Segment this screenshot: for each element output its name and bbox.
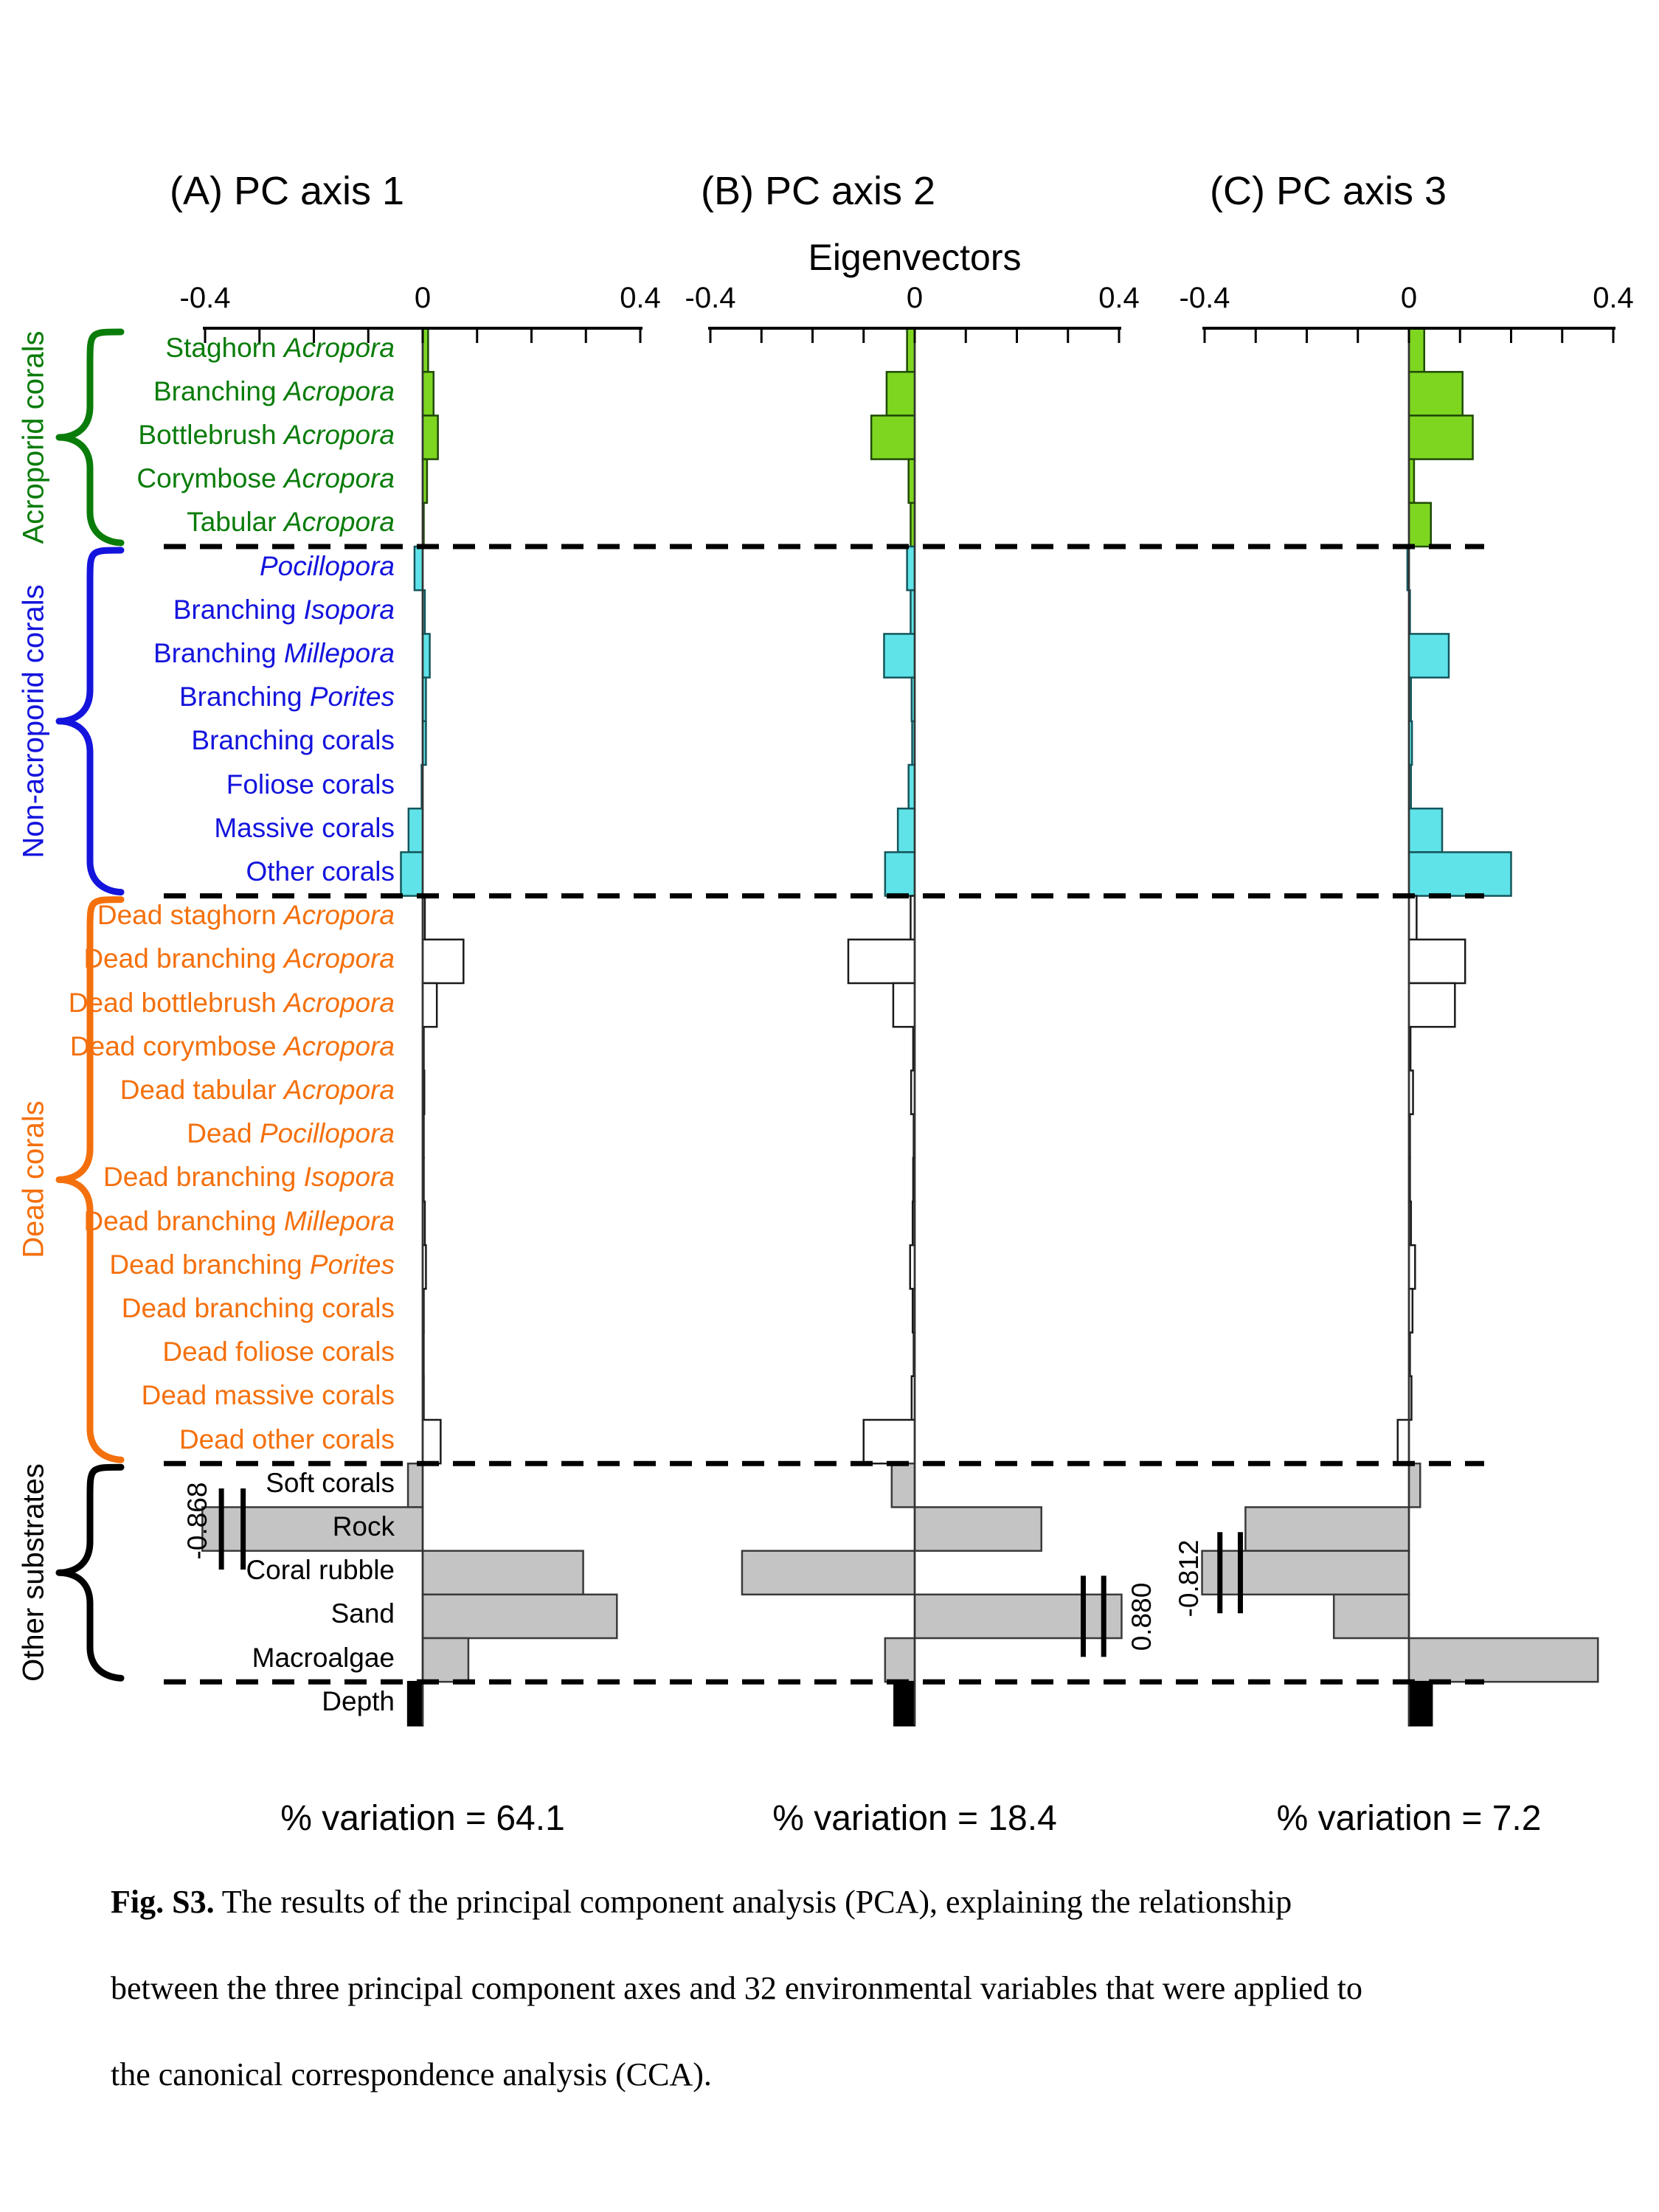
group-label-dead-corals: Dead corals xyxy=(17,1100,50,1259)
bar xyxy=(1407,327,1426,373)
bar xyxy=(906,545,916,592)
group-label-non-acroporid-corals: Non-acroporid corals xyxy=(17,584,50,859)
caption-line-1: Fig. S3. The results of the principal co… xyxy=(111,1859,1586,1945)
bar xyxy=(885,370,916,417)
bar xyxy=(892,982,916,1028)
bar xyxy=(421,633,431,679)
axis-tick-label: 0.4 xyxy=(1098,282,1140,314)
bar xyxy=(847,938,916,985)
bar xyxy=(1407,1462,1421,1508)
bar xyxy=(896,807,916,853)
bar xyxy=(1407,982,1456,1028)
group-label-acroporid-corals: Acroporid corals xyxy=(17,330,50,544)
group-brace xyxy=(55,328,125,547)
bar xyxy=(913,1506,1042,1552)
bar xyxy=(407,807,424,853)
bar xyxy=(890,1462,916,1508)
bar xyxy=(1407,938,1466,985)
bar xyxy=(406,1680,424,1727)
axis-tick-label: 0.4 xyxy=(620,282,661,314)
bar xyxy=(421,1593,618,1640)
bar xyxy=(1396,1418,1410,1465)
bar xyxy=(201,1506,424,1552)
bar xyxy=(1407,1637,1599,1683)
bar xyxy=(421,1550,584,1596)
axis-tick-label: -0.4 xyxy=(1180,282,1230,314)
bar xyxy=(421,982,438,1028)
group-brace xyxy=(55,896,125,1463)
bar xyxy=(400,851,424,897)
bar xyxy=(1407,851,1512,897)
caption-fig-label: Fig. S3. xyxy=(111,1884,215,1920)
bar xyxy=(406,1462,424,1508)
bar xyxy=(1407,895,1418,941)
bar xyxy=(1407,633,1450,679)
bar xyxy=(1407,1680,1433,1727)
bar xyxy=(421,415,439,460)
axis-tick-label: -0.4 xyxy=(685,282,736,314)
group-brace xyxy=(55,1463,125,1682)
bar xyxy=(862,1418,916,1465)
bar xyxy=(870,415,916,460)
caption-line-1-text: The results of the principal component a… xyxy=(214,1884,1292,1920)
bar xyxy=(421,1637,470,1683)
panel-a-title: (A) PC axis 1 xyxy=(170,169,405,213)
bar xyxy=(421,938,465,985)
bar xyxy=(893,1680,916,1727)
bar xyxy=(884,851,916,897)
pct-variation-pc2: % variation = 18.4 xyxy=(772,1799,1057,1838)
bar xyxy=(884,1637,916,1683)
bar xyxy=(421,1418,442,1465)
bar xyxy=(883,633,916,679)
figure-caption: Fig. S3. The results of the principal co… xyxy=(111,1859,1586,2118)
axis-tick-label: 0.4 xyxy=(1593,282,1634,314)
pct-variation-pc3: % variation = 7.2 xyxy=(1276,1799,1542,1838)
axis-tick-label: 0 xyxy=(415,282,431,314)
bar xyxy=(1332,1593,1410,1640)
group-label-other-substrates: Other substrates xyxy=(17,1463,50,1682)
offscale-value-label-pc3-coral-rubble: -0.812 xyxy=(1174,1539,1204,1618)
axis-tick-label: 0 xyxy=(1401,282,1417,314)
bar xyxy=(1407,502,1433,548)
bar xyxy=(1407,807,1444,853)
axis-title: Eigenvectors xyxy=(808,237,1022,278)
bar xyxy=(1244,1506,1410,1552)
bar xyxy=(906,327,916,373)
bar xyxy=(1407,415,1474,460)
axis-tick-label: 0 xyxy=(907,282,923,314)
offscale-value-label-pc1-rock: -0.868 xyxy=(182,1482,212,1560)
axis-tick-label: -0.4 xyxy=(180,282,231,314)
bar xyxy=(1201,1550,1410,1596)
panel-c-title: (C) PC axis 3 xyxy=(1210,169,1447,213)
bar xyxy=(741,1550,916,1596)
bar xyxy=(913,1593,1123,1640)
caption-line-3: the canonical correspondence analysis (C… xyxy=(111,2056,712,2093)
panel-b-title: (B) PC axis 2 xyxy=(701,169,936,213)
group-brace xyxy=(55,547,125,896)
caption-line-2: between the three principal component ax… xyxy=(111,1970,1363,2006)
bar xyxy=(1407,370,1464,417)
offscale-value-label-pc2-sand: 0.880 xyxy=(1126,1582,1157,1651)
pct-variation-pc1: % variation = 64.1 xyxy=(280,1799,565,1838)
bar xyxy=(413,545,424,592)
bar xyxy=(421,370,434,417)
